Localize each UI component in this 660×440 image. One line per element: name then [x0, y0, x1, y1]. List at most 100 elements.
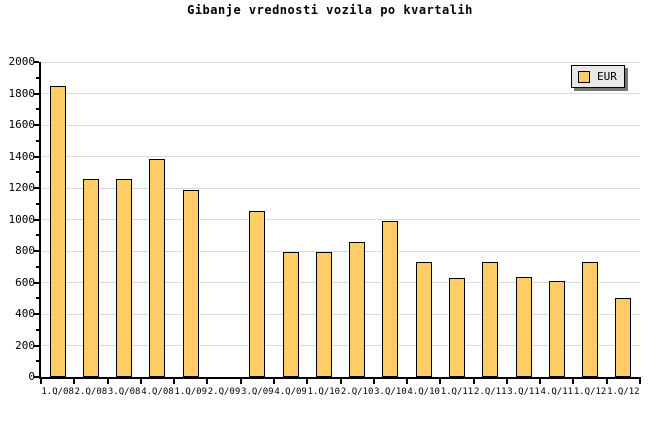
y-major-tick [34, 124, 39, 126]
gridline [41, 61, 640, 63]
x-axis-label: 1.Q/08 [41, 387, 74, 397]
x-axis-label: 2.Q/10 [340, 387, 374, 397]
gridline [41, 187, 640, 189]
legend: EUR [571, 65, 625, 88]
gridline [41, 93, 640, 94]
legend-label: EUR [597, 70, 617, 83]
x-tick [472, 379, 475, 384]
gridline [41, 313, 640, 315]
gridline [41, 282, 640, 283]
y-major-tick [34, 376, 39, 378]
x-axis-label: 1.Q/10 [307, 387, 341, 397]
x-tick [372, 379, 375, 384]
x-axis-label: 3.Q/10 [374, 387, 407, 397]
x-axis-label: 3.Q/11 [507, 387, 540, 397]
x-tick [106, 379, 109, 384]
x-axis-label: 3.Q/09 [241, 387, 274, 397]
x-tick [73, 379, 76, 384]
x-axis-label: 4.Q/11 [540, 387, 574, 397]
x-tick [173, 379, 176, 384]
gridline [41, 250, 640, 252]
bar [448, 277, 465, 377]
bar [482, 262, 499, 377]
legend-swatch-icon [578, 70, 590, 83]
y-minor-tick [36, 108, 39, 111]
gridline [41, 345, 640, 346]
bar [615, 298, 632, 377]
y-major-tick [34, 92, 39, 95]
y-tick-label: 1400 [8, 149, 36, 163]
y-minor-tick [36, 360, 39, 363]
bar [349, 241, 366, 377]
y-tick-label: 800 [15, 244, 35, 257]
y-major-tick [34, 344, 39, 347]
x-axis-label: 1.Q/12 [607, 387, 640, 397]
bar [582, 262, 599, 377]
y-tick-label: 1600 [8, 118, 36, 131]
x-tick [40, 379, 42, 384]
y-minor-tick [36, 202, 39, 205]
x-tick [505, 379, 508, 384]
gridline [41, 219, 640, 220]
x-tick [439, 379, 442, 384]
y-tick-label: 600 [15, 275, 35, 289]
x-tick [206, 379, 209, 384]
x-axis-label: 1.Q/11 [440, 387, 474, 397]
x-axis-label: 2.Q/08 [74, 387, 108, 397]
y-tick-label: 1800 [8, 86, 36, 100]
bar [315, 251, 332, 377]
x-tick [339, 379, 342, 384]
y-minor-tick [36, 265, 39, 268]
y-minor-tick [36, 139, 39, 142]
x-tick [239, 379, 242, 384]
x-tick [572, 379, 575, 384]
y-tick-label: 200 [15, 338, 35, 352]
y-tick-label: 1000 [8, 212, 36, 226]
x-axis-label: 3.Q/08 [107, 387, 141, 397]
y-minor-tick [36, 76, 39, 79]
y-tick-label: 2000 [8, 55, 36, 68]
y-major-tick [34, 187, 39, 189]
x-tick [139, 379, 142, 384]
bar [249, 210, 266, 377]
bar [415, 262, 432, 377]
x-axis-label: 4.Q/09 [274, 387, 307, 397]
bar [282, 251, 299, 377]
y-minor-tick [36, 297, 39, 300]
x-tick [406, 379, 409, 384]
y-tick-label: 1200 [8, 181, 36, 194]
x-axis-label: 2.Q/11 [473, 387, 507, 397]
y-major-tick [34, 313, 39, 315]
x-axis-label: 1.Q/12 [573, 387, 607, 397]
x-tick [306, 379, 309, 384]
gridline [41, 124, 640, 126]
y-major-tick [34, 155, 39, 158]
x-tick [272, 379, 275, 384]
y-major-tick [34, 250, 39, 252]
y-tick-label: 0 [28, 370, 35, 383]
x-axis-label: 4.Q/08 [141, 387, 174, 397]
bar [515, 276, 532, 377]
chart-title: Gibanje vrednosti vozila po kvartalih [187, 3, 473, 17]
x-tick [639, 379, 641, 384]
x-axis-label: 2.Q/09 [207, 387, 241, 397]
y-major-tick [34, 61, 39, 63]
bar [182, 189, 199, 377]
bar [82, 179, 99, 377]
y-minor-tick [36, 234, 39, 237]
y-major-tick [34, 281, 39, 284]
x-axis-label: 4.Q/10 [407, 387, 440, 397]
bar [382, 221, 399, 377]
bar [116, 179, 133, 377]
bar [149, 158, 166, 377]
y-minor-tick [36, 171, 39, 174]
x-axis-label: 1.Q/09 [174, 387, 207, 397]
x-tick [605, 379, 608, 384]
y-tick-label: 400 [15, 307, 35, 320]
gridline [41, 156, 640, 157]
bar [548, 280, 565, 377]
y-minor-tick [36, 328, 39, 331]
x-axis-line [39, 377, 641, 379]
